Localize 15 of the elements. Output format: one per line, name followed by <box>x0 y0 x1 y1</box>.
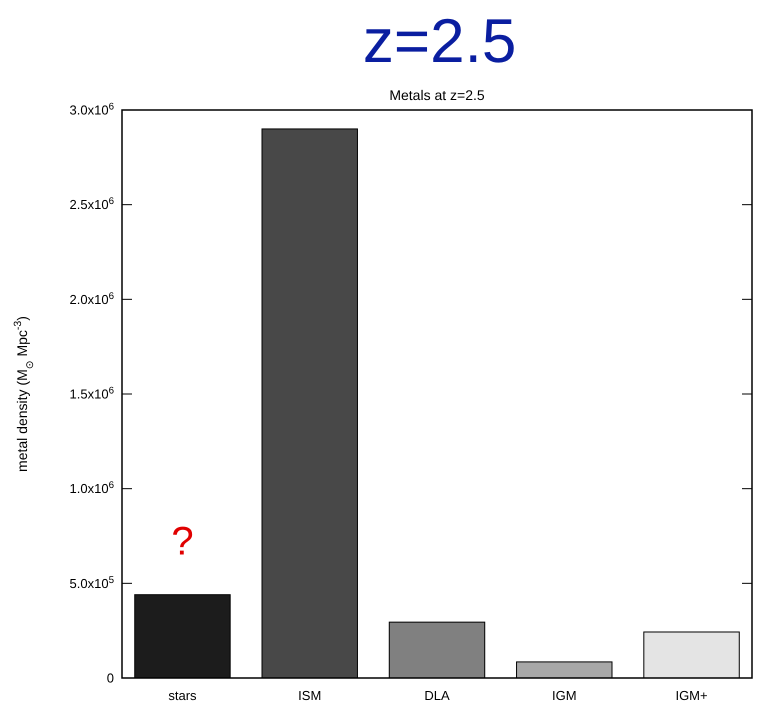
x-tick-label: DLA <box>424 688 450 703</box>
y-tick-label: 3.0x10$^{6}$ <box>70 101 114 118</box>
annotation: ? <box>171 520 194 564</box>
x-tick-label: ISM <box>298 688 322 703</box>
x-tick-label: IGM+ <box>675 688 708 703</box>
x-tick-label: IGM <box>552 688 577 703</box>
y-tick-label: 2.0x10$^{6}$ <box>70 290 114 307</box>
y-tick-label: 2.5x10$^{6}$ <box>70 196 114 212</box>
y-tick-label: 5.0x10$^{5}$ <box>70 574 115 591</box>
y-tick-label: 0 <box>106 670 114 686</box>
y-tick-label: 1.0x10$^{6}$ <box>70 480 114 496</box>
y-tick-label: 1.5x10$^{6}$ <box>70 385 114 402</box>
x-tick-label: stars <box>168 688 198 703</box>
chart-title: z=2.5 <box>362 7 516 76</box>
chart-subtitle: Metals at z=2.5 <box>389 87 485 103</box>
